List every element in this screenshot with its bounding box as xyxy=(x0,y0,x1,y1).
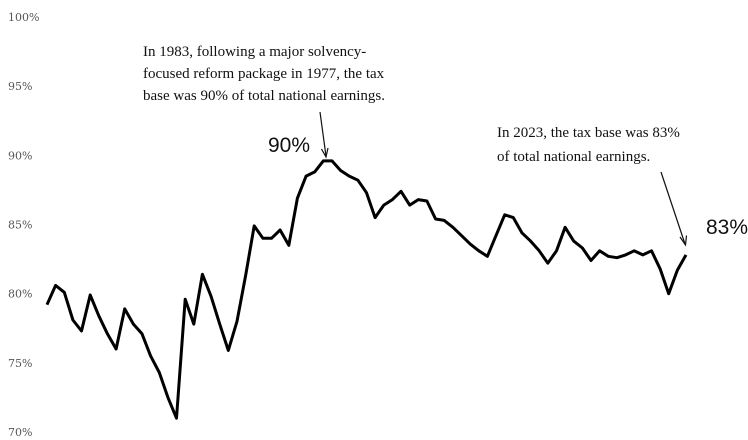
arrow xyxy=(660,171,686,245)
annotation-2: In 2023, the tax base was 83% of total n… xyxy=(497,125,748,247)
arrow-head xyxy=(320,147,329,159)
annotation-label: 83% xyxy=(706,216,748,239)
y-tick-label: 80% xyxy=(8,288,32,301)
arrow xyxy=(319,111,327,157)
annotation-line: In 1983, following a major solvency- xyxy=(143,44,366,60)
y-tick-label: 70% xyxy=(8,426,32,439)
annotation-label: 90% xyxy=(268,134,310,157)
y-tick-label: 90% xyxy=(8,149,32,162)
data-line xyxy=(45,159,688,420)
y-tick-label: 100% xyxy=(8,11,39,24)
annotation-line: In 2023, the tax base was 83% xyxy=(497,125,680,141)
annotation-line: of total national earnings. xyxy=(497,149,650,165)
y-tick-label: 75% xyxy=(8,357,32,370)
arrow-head xyxy=(679,235,688,247)
annotation-line: base was 90% of total national earnings. xyxy=(143,88,385,104)
annotation-1: In 1983, following a major solvency- foc… xyxy=(143,44,385,159)
annotation-line: focused reform package in 1977, the tax xyxy=(143,66,385,82)
y-tick-label: 85% xyxy=(8,219,32,232)
y-tick-label: 95% xyxy=(8,80,32,93)
